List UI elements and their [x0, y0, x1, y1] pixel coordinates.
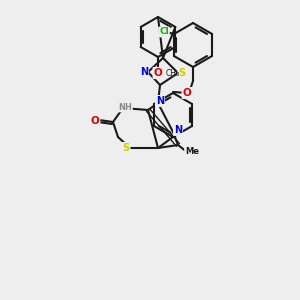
Text: S: S: [178, 68, 186, 78]
Text: Cl: Cl: [159, 28, 169, 37]
Text: NH: NH: [118, 103, 132, 112]
Text: O: O: [183, 88, 191, 98]
Text: O: O: [91, 116, 99, 126]
Text: CH₃: CH₃: [166, 68, 180, 77]
Text: N: N: [174, 125, 182, 135]
Text: O: O: [154, 68, 162, 78]
Text: S: S: [122, 143, 130, 153]
Text: N: N: [140, 67, 148, 77]
Text: N: N: [156, 96, 164, 106]
Text: Me: Me: [185, 148, 199, 157]
